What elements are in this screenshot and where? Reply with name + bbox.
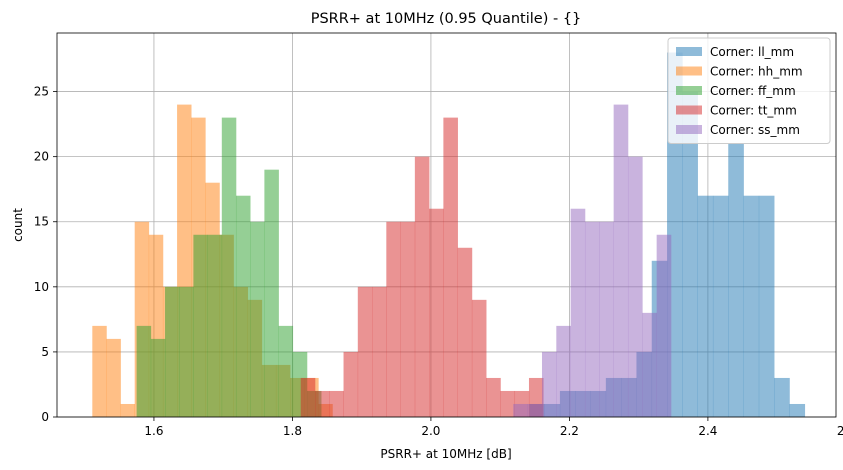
histogram-bar [556,325,571,417]
series-3-bars [300,117,544,417]
y-tick-label: 15 [34,215,49,229]
histogram-bar [513,403,528,417]
histogram-bar [656,234,672,417]
histogram-bar [343,351,359,417]
histogram-bar [728,143,744,417]
legend-swatch [676,125,702,134]
legend-entry: Corner: tt_mm [710,104,797,118]
histogram-bar [414,156,430,417]
histogram-bar [221,117,237,417]
histogram-bar [500,390,516,417]
histogram-bar [250,221,265,417]
legend-swatch [676,105,702,115]
y-tick-label: 5 [41,345,49,359]
x-tick-label: 2.4 [698,424,717,438]
legend-entry: Corner: hh_mm [710,65,803,79]
histogram-bar [150,338,166,417]
histogram-bar [486,377,501,417]
histogram-bar [627,156,643,417]
series-2-bars [136,117,322,417]
x-axis-label: PSRR+ at 10MHz [dB] [380,447,511,461]
series-4-bars [513,104,672,417]
histogram-bar [193,234,208,417]
histogram-bar [774,377,790,417]
histogram-bar [642,312,657,417]
histogram-bar [235,195,251,417]
y-tick-label: 25 [34,85,49,99]
legend-swatch [676,47,702,56]
plot-frame [56,32,837,418]
x-axis-ticks: 1.6 1.8 2.0 2.2 2.4 2.6 [144,417,843,438]
x-tick-label: 1.8 [283,424,302,438]
histogram-bar [207,234,223,417]
legend-entry: Corner: ss_mm [710,123,800,137]
y-axis-ticks: 0 5 10 15 20 25 [34,85,57,424]
histogram-bar [599,221,614,417]
legend-swatch [676,66,702,76]
histogram-bar [457,247,473,417]
histogram-bar [372,286,387,417]
legend-entry: Corner: ff_mm [710,84,796,98]
histogram-bar [278,325,294,417]
x-tick-label: 1.6 [144,424,163,438]
histogram-bar [613,104,629,417]
histogram-bar [315,390,330,417]
histogram-bar [584,221,600,417]
histogram-bar [697,195,714,417]
histogram-bar [386,221,401,417]
histogram-bar [165,286,180,417]
histogram-bar [443,117,458,417]
legend-swatch [676,86,702,95]
histogram-bar [264,169,279,417]
chart-title: PSRR+ at 10MHz (0.95 Quantile) - {} [311,11,582,27]
histogram-bar [743,195,760,417]
legend: Corner: ll_mm Corner: hh_mm Corner: ff_mm C… [667,37,831,144]
histogram-bar [179,286,194,417]
y-tick-label: 0 [41,410,49,424]
histogram-bar [527,403,543,417]
histogram-bar [92,325,107,417]
histogram-bars [92,52,806,418]
histogram-bar [570,208,586,417]
histogram-bar [106,338,121,417]
histogram-bar [357,286,373,417]
histogram-bar [789,403,806,417]
x-tick-label: 2.6 [837,424,843,438]
histogram-bar [541,351,557,417]
histogram-bar [136,325,152,417]
legend-box [667,37,831,144]
histogram-bar [329,390,344,417]
histogram-bar [682,91,698,418]
y-tick-label: 20 [34,150,49,164]
y-tick-label: 10 [34,280,49,294]
histogram-bar [400,221,416,417]
x-tick-label: 2.0 [421,424,440,438]
histogram-bar [712,195,729,417]
x-tick-label: 2.2 [560,424,579,438]
y-axis-label: count [11,208,25,242]
histogram-bar [429,208,444,417]
histogram-bar [471,299,487,417]
histogram-bar [758,195,775,417]
legend-entry: Corner: ll_mm [710,45,794,59]
histogram-bar [120,403,135,417]
histogram-bar [300,377,316,417]
